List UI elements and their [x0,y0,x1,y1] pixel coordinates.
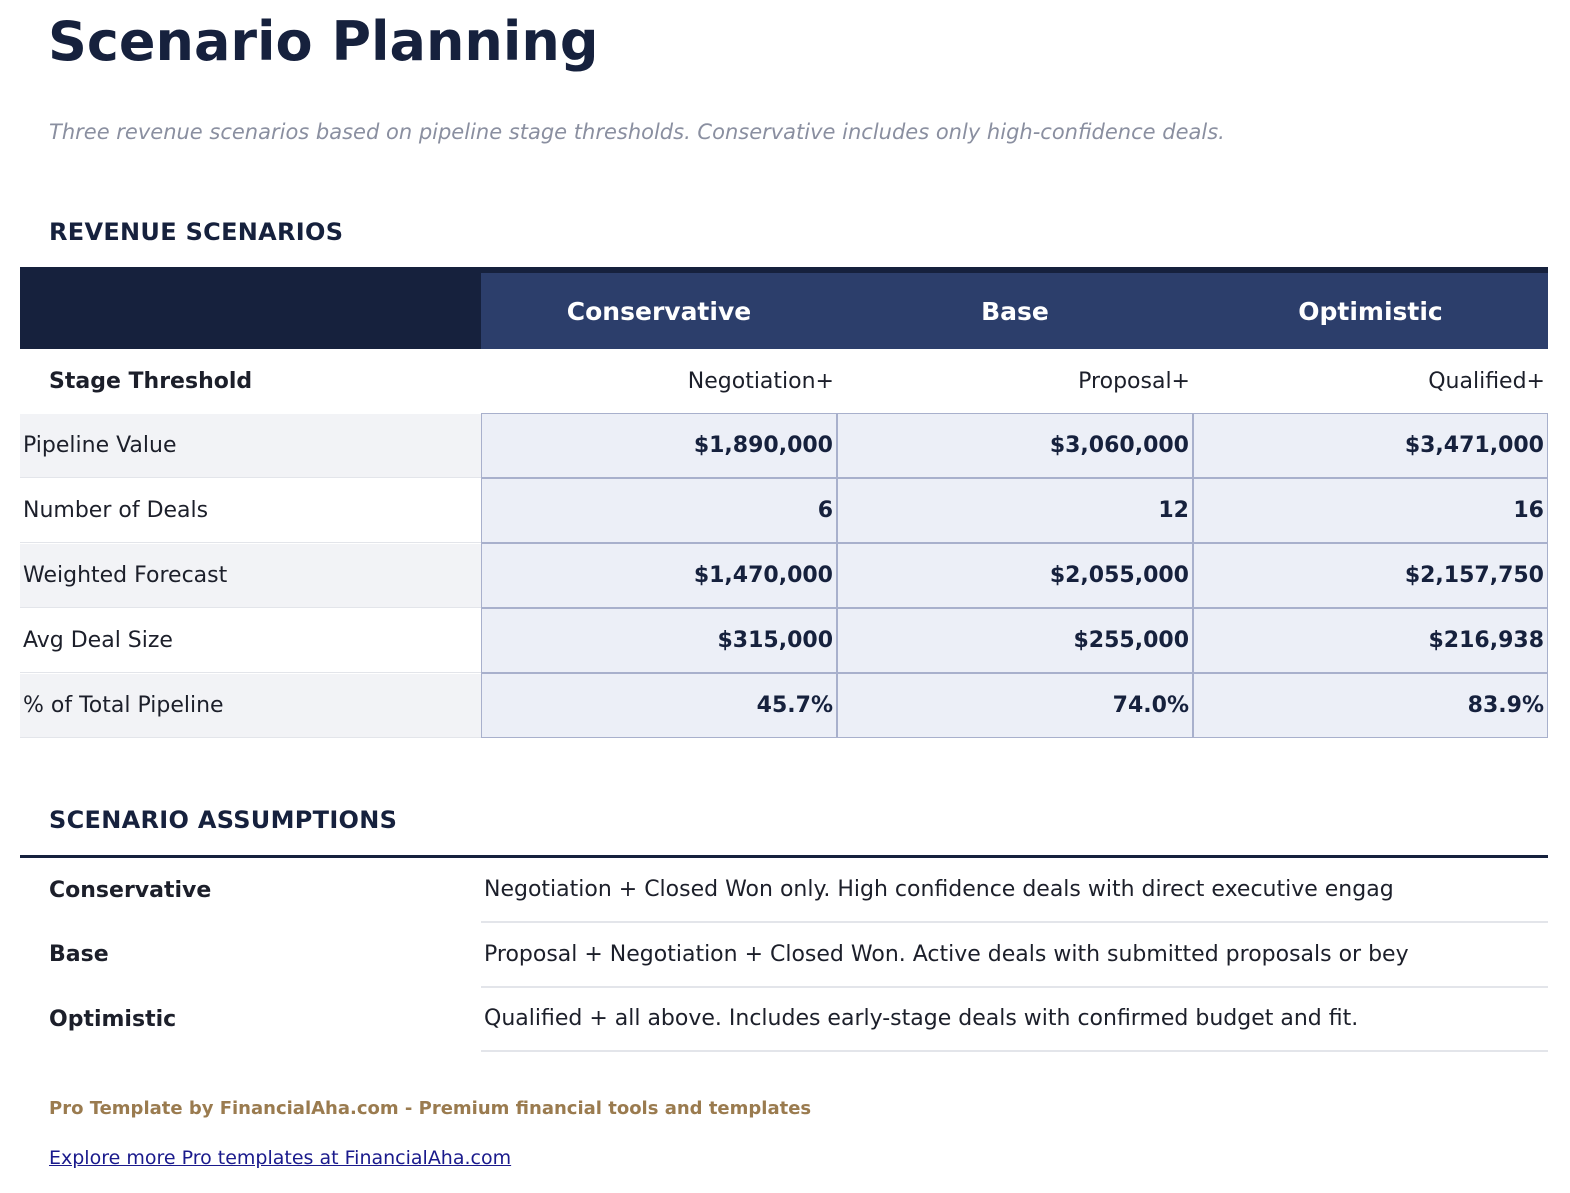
assumption-row: Optimistic Qualified + all above. Includ… [20,987,1548,1052]
row-label: Avg Deal Size [20,609,481,673]
value-cell: 6 [481,478,837,543]
assumption-description: Negotiation + Closed Won only. High conf… [481,858,1548,923]
revenue-scenarios-heading: REVENUE SCENARIOS [49,218,344,246]
page-title: Scenario Planning [48,10,599,73]
value-cell: $2,055,000 [837,543,1193,608]
stage-threshold-row: Stage Threshold Negotiation+ Proposal+ Q… [20,349,1548,414]
column-header-optimistic: Optimistic [1193,273,1548,349]
financialaha-link[interactable]: Explore more Pro templates at FinancialA… [49,1147,512,1169]
table-row: Number of Deals 6 12 16 [20,478,1548,544]
assumption-description: Qualified + all above. Includes early-st… [481,987,1548,1052]
column-header-conservative: Conservative [481,273,837,349]
row-label: Stage Threshold [49,368,253,394]
assumptions-table: Conservative Negotiation + Closed Won on… [20,855,1548,1052]
column-header-base: Base [837,273,1193,349]
value-cell: $3,060,000 [837,413,1193,478]
value-cell: $216,938 [1193,608,1548,673]
row-label: Pipeline Value [20,414,481,478]
table-row: Weighted Forecast $1,470,000 $2,055,000 $2,… [20,543,1548,609]
promo-text: Pro Template by FinancialAha.com - Premi… [49,1098,812,1119]
value-cell: $1,890,000 [481,413,837,478]
value-cell: $3,471,000 [1193,413,1548,478]
value-cell: 16 [1193,478,1548,543]
value-cell: 74.0% [837,673,1193,738]
assumption-row: Base Proposal + Negotiation + Closed Won… [20,923,1548,988]
value-cell: 83.9% [1193,673,1548,738]
table-header: Conservative Base Optimistic [20,267,1548,349]
assumption-row: Conservative Negotiation + Closed Won on… [20,858,1548,923]
row-label: Weighted Forecast [20,544,481,608]
value-cell: $1,470,000 [481,543,837,608]
row-label: % of Total Pipeline [20,674,481,738]
value-cell: $255,000 [837,608,1193,673]
value-cell: 12 [837,478,1193,543]
stage-conservative: Negotiation+ [687,369,834,394]
assumption-name: Base [49,942,109,967]
stage-optimistic: Qualified+ [1428,369,1545,394]
page-subtitle: Three revenue scenarios based on pipelin… [49,120,1225,144]
stage-base: Proposal+ [1078,369,1190,394]
value-cell: 45.7% [481,673,837,738]
assumption-name: Optimistic [49,1006,177,1032]
assumption-name: Conservative [49,877,212,903]
row-label: Number of Deals [20,479,481,543]
value-cell: $315,000 [481,608,837,673]
table-row: Avg Deal Size $315,000 $255,000 $216,938 [20,608,1548,674]
table-row: % of Total Pipeline 45.7% 74.0% 83.9% [20,673,1548,739]
value-cell: $2,157,750 [1193,543,1548,608]
table-row: Pipeline Value $1,890,000 $3,060,000 $3,471… [20,413,1548,479]
scenario-assumptions-heading: SCENARIO ASSUMPTIONS [49,806,398,834]
assumption-description: Proposal + Negotiation + Closed Won. Act… [481,923,1548,988]
revenue-scenarios-table: Conservative Base Optimistic Stage Thres… [20,267,1548,739]
